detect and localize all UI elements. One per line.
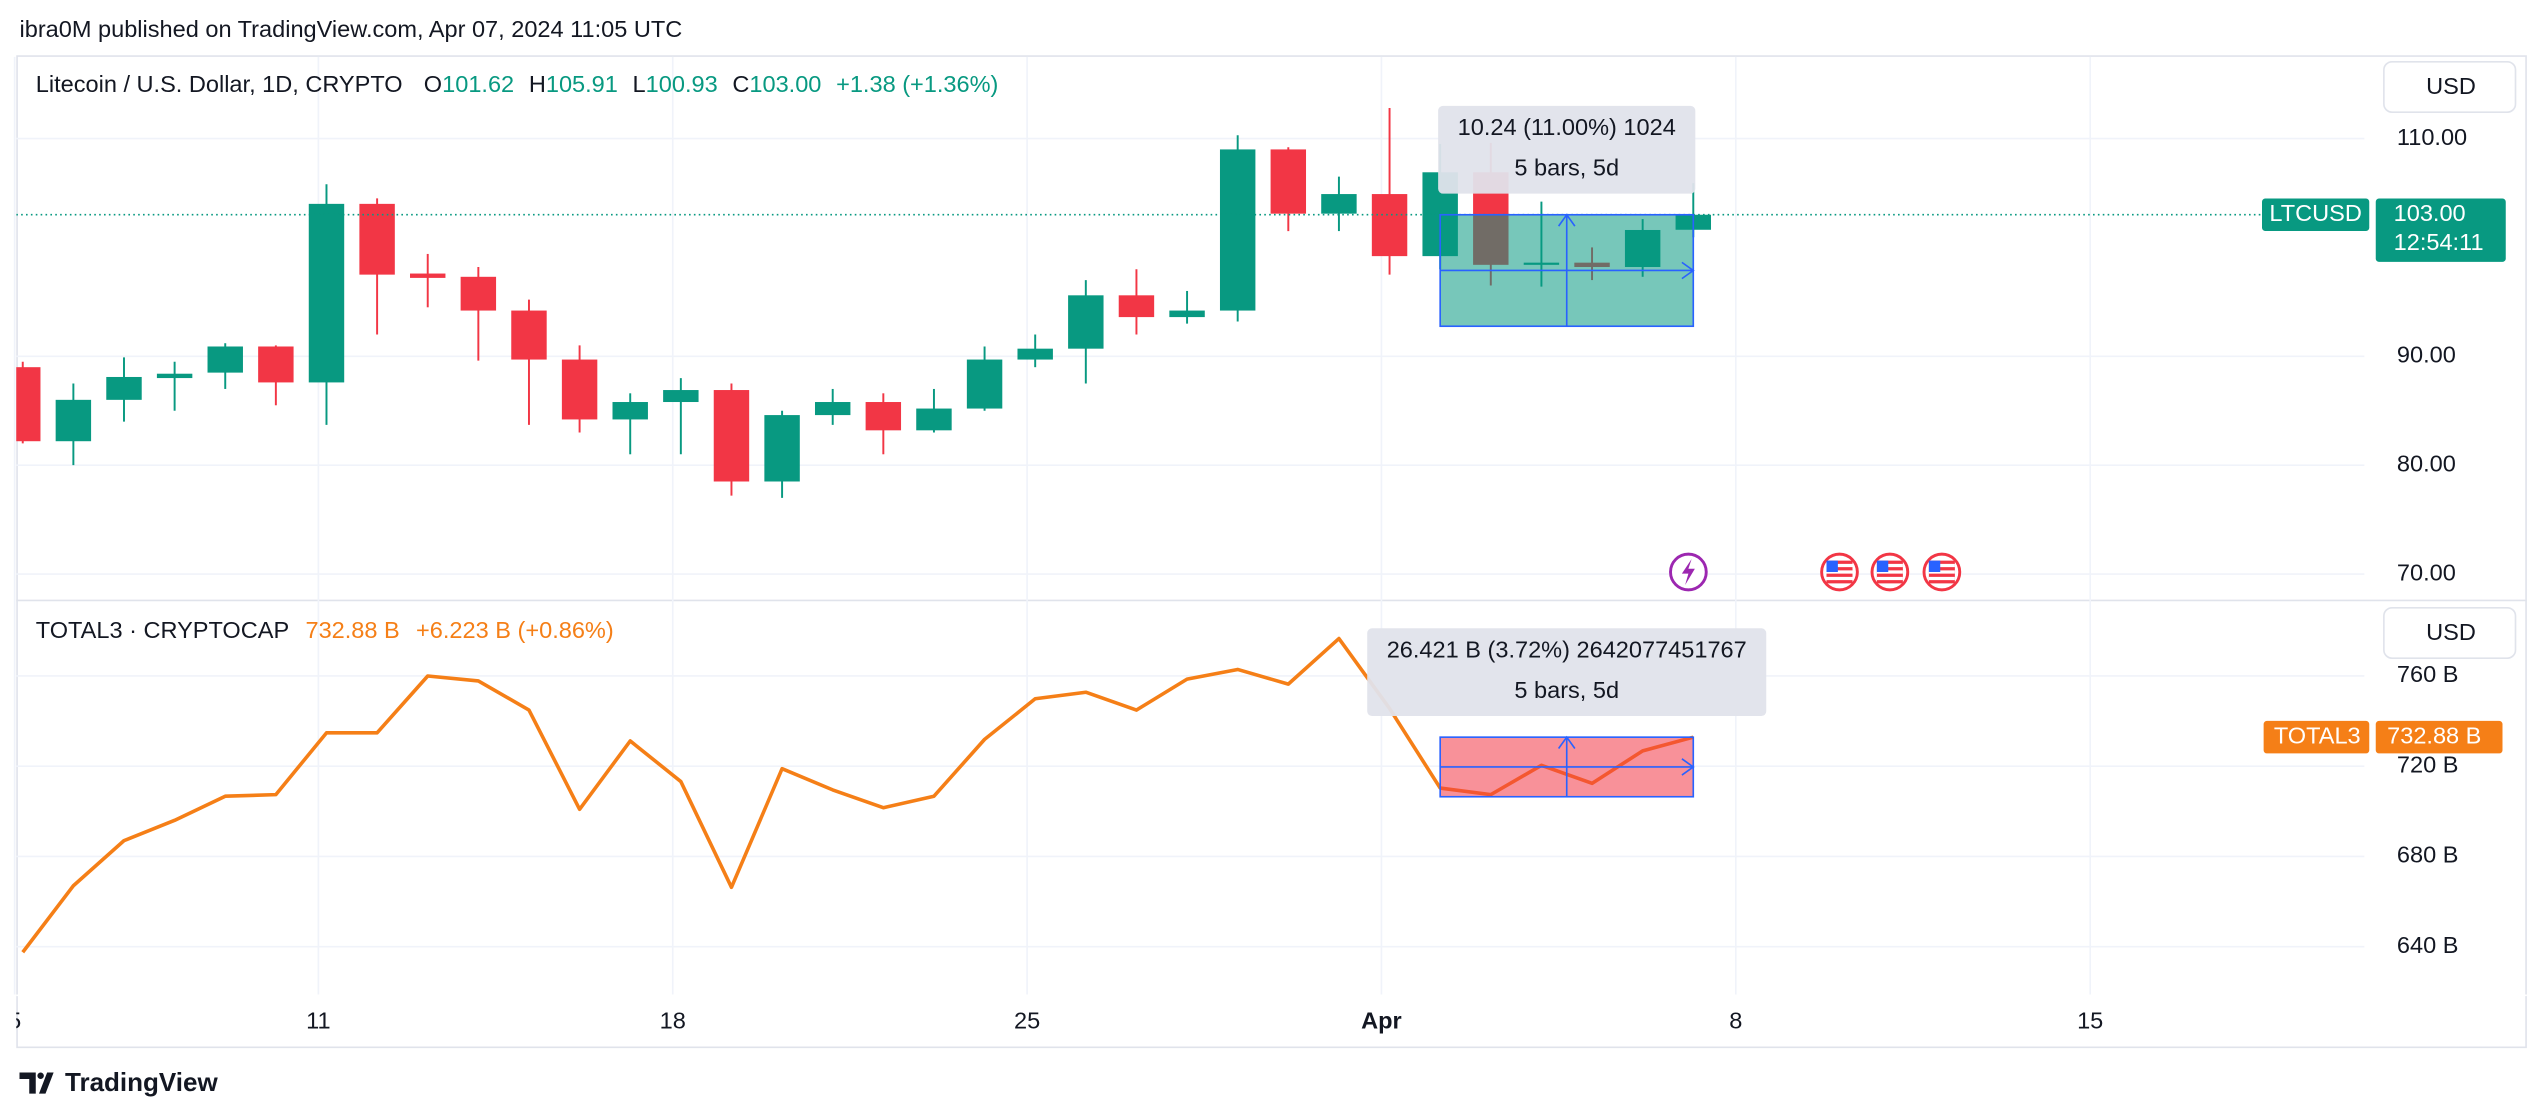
currency-button[interactable]	[2383, 606, 2517, 659]
candle-body	[1017, 348, 1053, 360]
x-tick-label: Apr	[1361, 1007, 1402, 1033]
ohlc-label: H	[529, 71, 546, 97]
measure-arrow	[1440, 735, 1695, 797]
y-tick-label: 110.00	[2397, 124, 2467, 150]
candle-body	[612, 402, 648, 420]
candle-body	[511, 310, 547, 360]
currency-button[interactable]	[2383, 60, 2517, 113]
ohlc-label: C	[732, 71, 749, 97]
candle-body	[1219, 149, 1256, 311]
candle-body	[106, 376, 142, 400]
last-value: 732.88 B	[305, 617, 399, 643]
candle-body	[460, 276, 497, 311]
ohlc-value: 101.62	[442, 71, 514, 97]
brand: TradingView	[65, 1067, 218, 1097]
candle-body	[1068, 295, 1104, 349]
candle-body	[156, 373, 193, 379]
ohlc-value: 105.91	[546, 71, 618, 97]
change: +1.38 (+1.36%)	[836, 71, 998, 97]
measure-sub: 5 bars, 5d	[1514, 677, 1619, 703]
candle-body	[561, 359, 598, 420]
y-tick-label: 760 B	[2397, 661, 2459, 687]
ohlc-value: 100.93	[646, 71, 718, 97]
candle-body	[1118, 295, 1155, 318]
countdown: 12:54:11	[2394, 229, 2484, 255]
price-tag-bg	[2375, 198, 2506, 262]
us-flag[interactable]	[1820, 552, 1859, 592]
symbol-tag-bg	[2262, 198, 2370, 231]
y-tick-label: 70.00	[2397, 559, 2456, 585]
currency: USD	[2426, 73, 2476, 99]
x-tick-label: 25	[1014, 1007, 1040, 1033]
series-line	[21, 636, 1694, 954]
price-tag: 103.00	[2394, 200, 2466, 226]
candle-body	[207, 346, 243, 373]
candle-body	[764, 415, 800, 482]
us-flag[interactable]	[1922, 552, 1962, 592]
candle-body	[865, 402, 902, 431]
y-tick-label: 90.00	[2397, 342, 2456, 368]
ohlc-label: O	[424, 71, 442, 97]
x-tick-label: 18	[660, 1007, 686, 1033]
grid-layer	[13, 56, 2365, 995]
candle-body	[1371, 194, 1408, 257]
y-tick-label: 80.00	[2397, 450, 2456, 476]
ohlc-value: 103.00	[749, 71, 821, 97]
pane-legend: TOTAL3 · CRYPTOCAP 732.88 B +6.223 B (+0…	[36, 617, 614, 643]
brand-logo	[19, 1072, 54, 1094]
candle-body	[663, 390, 699, 403]
overlay-layer: 70.00 80.00 90.00 110.00 LTCUSD 103.00 12:54:1…	[1367, 105, 2506, 958]
us-flag[interactable]	[1870, 552, 1910, 592]
candle-body	[410, 273, 446, 278]
measure-tooltip	[1367, 628, 1767, 717]
candle-body	[916, 408, 952, 431]
candle-body	[966, 359, 1003, 409]
lightning	[1681, 559, 1695, 585]
price-tag-bg	[2375, 720, 2503, 754]
measure-sub: 5 bars, 5d	[1514, 154, 1619, 180]
x-tick-label: 11	[306, 1007, 330, 1033]
event-icons	[1669, 552, 1962, 592]
y-tick-label: 720 B	[2397, 751, 2459, 777]
candle-body	[258, 346, 294, 383]
candle-body	[308, 203, 345, 383]
publisher-line: ibra0M published on TradingView.com, Apr…	[20, 16, 683, 42]
pane-legend: Litecoin / U.S. Dollar, 1D, CRYPTO O101.…	[36, 71, 999, 97]
y-tick-label: 680 B	[2397, 842, 2459, 868]
symbol-tag: TOTAL3	[2274, 722, 2361, 748]
chart-frame	[16, 55, 2527, 1049]
x-tick-label: 5	[8, 1007, 21, 1033]
change: +6.223 B (+0.86%)	[416, 617, 614, 643]
x-tick-label: 15	[2077, 1007, 2103, 1033]
symbol-tag: LTCUSD	[2269, 200, 2361, 226]
candle-body	[359, 203, 395, 275]
measure-arrow	[1440, 213, 1695, 327]
candle-body	[713, 390, 750, 482]
candle-body	[814, 402, 851, 416]
candle-body	[16, 367, 41, 442]
y-tick-label: 640 B	[2397, 932, 2459, 958]
price-tag: 732.88 B	[2387, 722, 2481, 748]
symbol-tag-bg	[2263, 720, 2370, 754]
measure-tooltip	[1438, 105, 1696, 194]
ohlc-label: L	[633, 71, 646, 97]
symbol-title: TOTAL3 · CRYPTOCAP	[36, 617, 289, 643]
measure-label: 26.421 B (3.72%) 2642077451767	[1387, 636, 1747, 662]
candle-body	[1321, 194, 1357, 214]
currency: USD	[2426, 619, 2476, 645]
candle-body	[55, 399, 92, 442]
candle-body	[1169, 310, 1205, 318]
candle-body	[1270, 149, 1307, 214]
measure-label: 10.24 (11.00%) 1024	[1458, 114, 1676, 140]
symbol-title: Litecoin / U.S. Dollar, 1D, CRYPTO	[36, 71, 403, 97]
plot-layer: 5 11 18 25 Apr 8 15	[8, 108, 2365, 1033]
x-tick-label: 8	[1729, 1007, 1742, 1033]
